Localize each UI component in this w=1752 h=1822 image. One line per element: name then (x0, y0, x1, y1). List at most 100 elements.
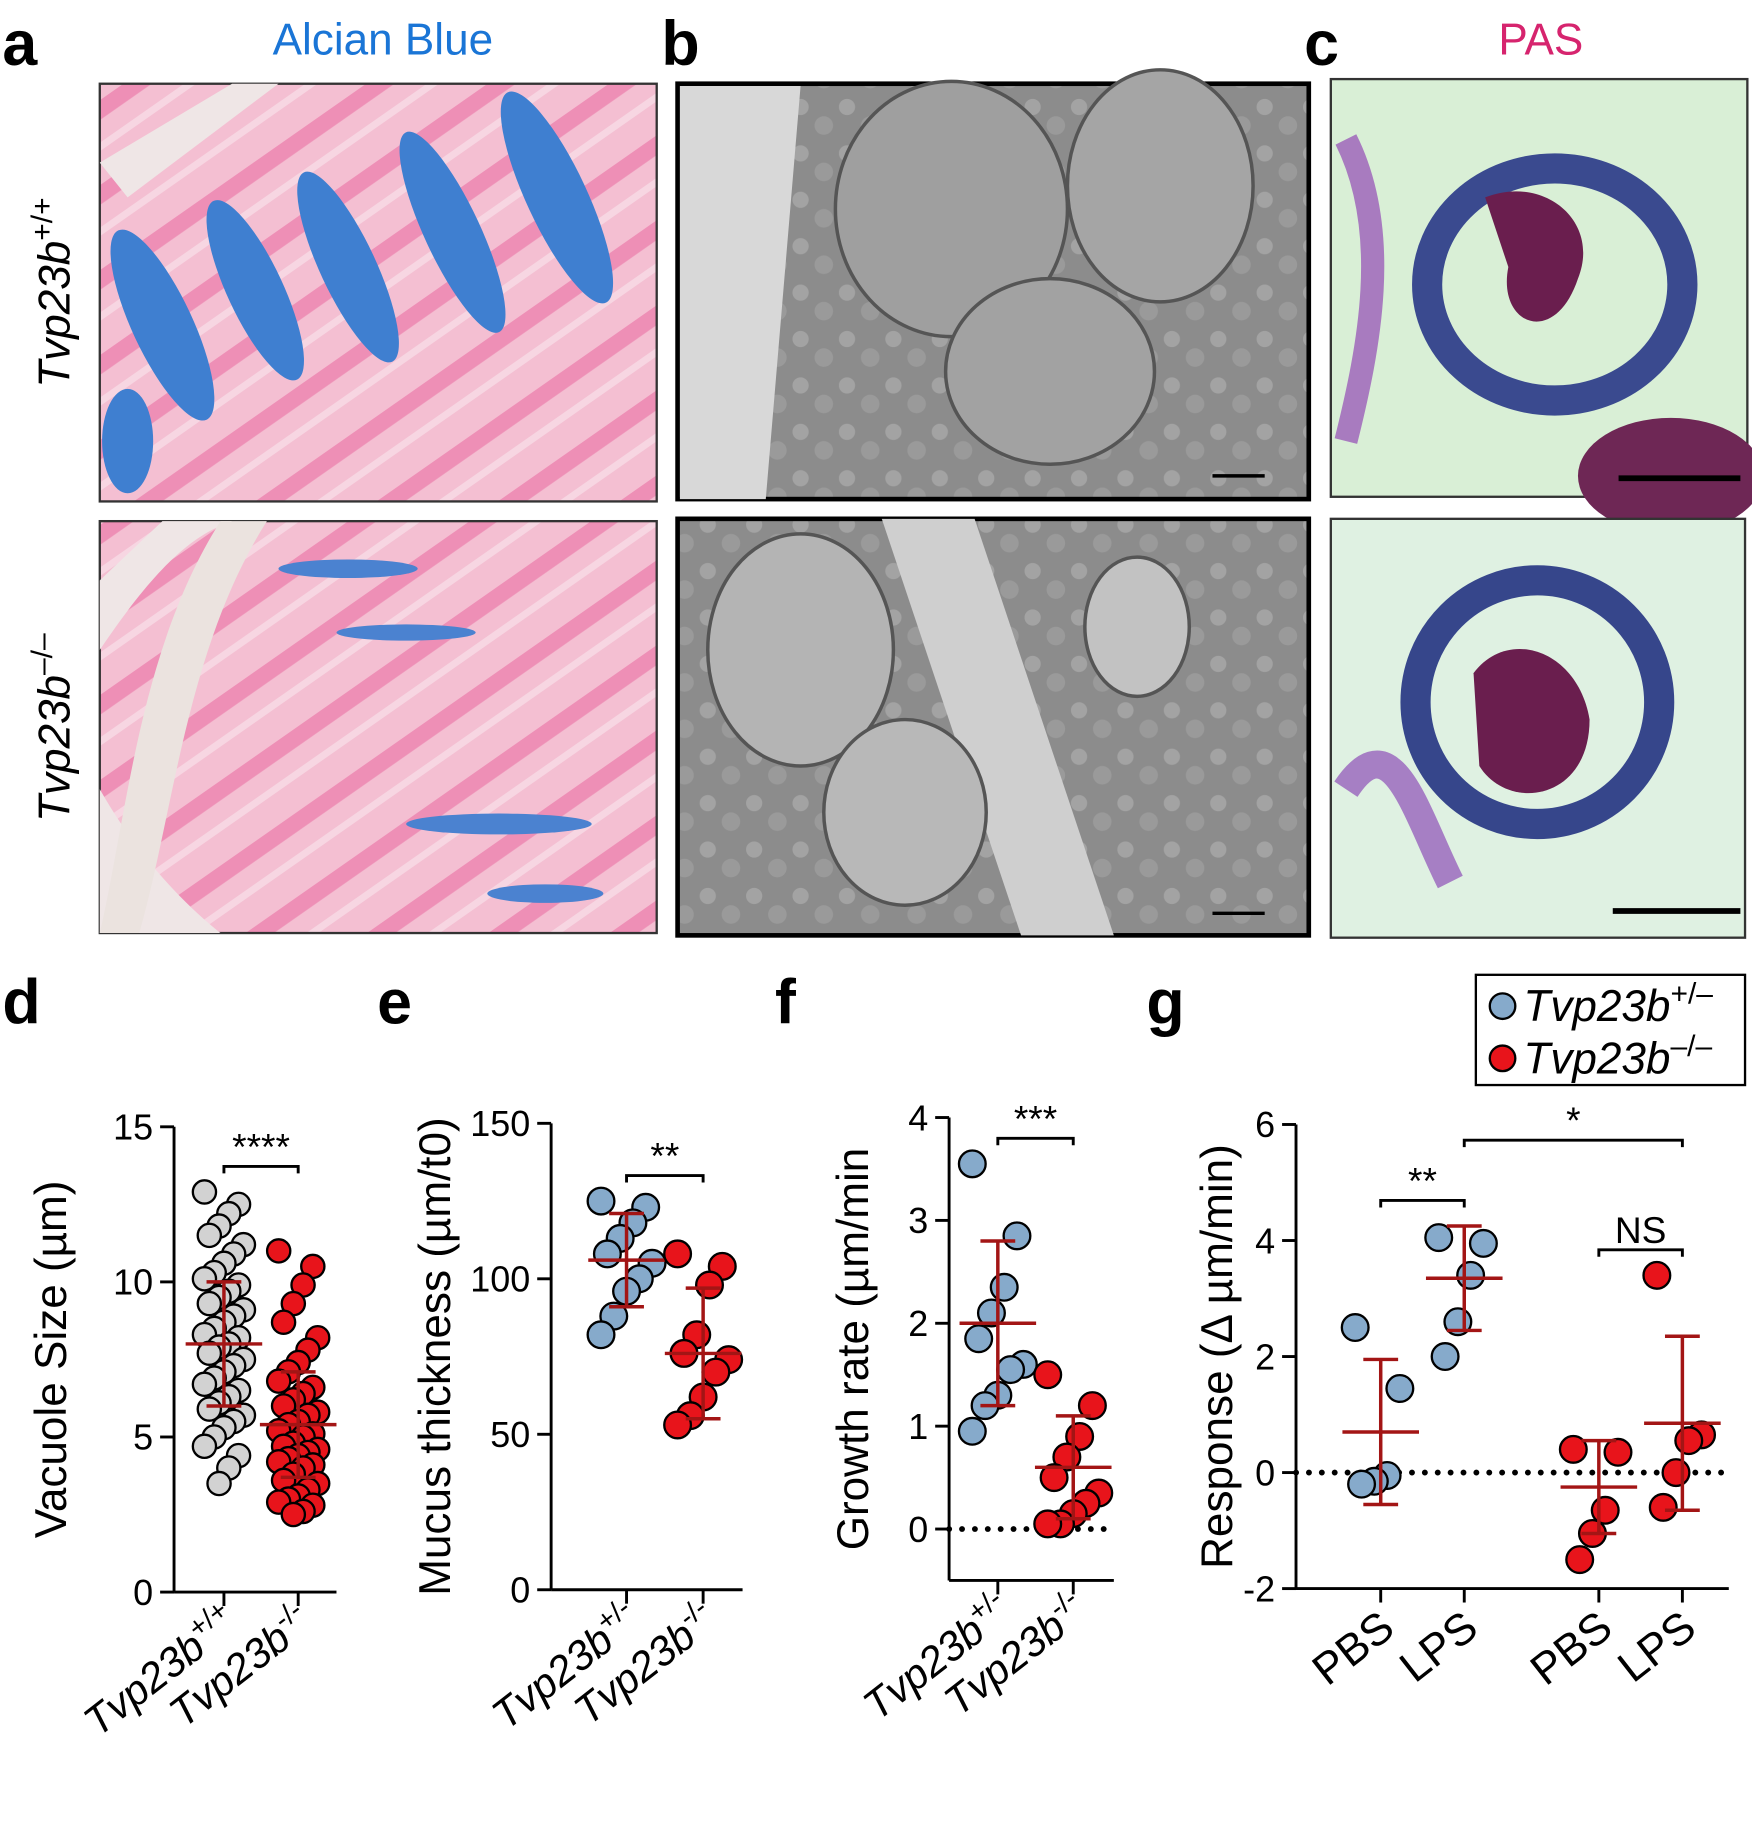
y-tick-label: 50 (490, 1414, 530, 1455)
data-point (1661, 1458, 1691, 1488)
y-tick-label: 0 (510, 1570, 530, 1611)
gene: Tvp23b (1523, 1034, 1670, 1083)
data-point (1424, 1223, 1454, 1253)
label: PBS (1522, 1602, 1622, 1695)
data-point (191, 1266, 218, 1292)
y-tick-label: 15 (113, 1107, 153, 1148)
data-point (1347, 1469, 1377, 1499)
data-point (191, 1179, 218, 1205)
y-tick-label: 1 (908, 1406, 928, 1447)
significance-label: ** (1408, 1160, 1437, 1202)
data-point (191, 1371, 218, 1398)
y-tick-label: 6 (1255, 1104, 1275, 1145)
data-point (701, 1357, 731, 1387)
data-point (957, 1416, 987, 1446)
data-point (1033, 1360, 1063, 1390)
legend-box (1474, 973, 1747, 1087)
y-tick-label: 10 (113, 1262, 153, 1303)
panel-title: PAS (1498, 16, 1583, 65)
significance-bracket (1597, 1248, 1684, 1257)
y-axis-label: Growth rate (µm/min (829, 1148, 878, 1551)
significance-bracket (996, 1136, 1075, 1146)
data-point (1039, 1463, 1069, 1493)
data-point (196, 1340, 223, 1367)
gene: Tvp23b (31, 675, 80, 822)
y-tick-label: 3 (908, 1200, 928, 1241)
y-tick-label: 100 (470, 1259, 530, 1300)
data-point (989, 1272, 1019, 1302)
significance-bracket (625, 1174, 705, 1183)
significance-label: **** (232, 1125, 290, 1167)
y-axis-label: Mucus thickness (µm/t0) (411, 1117, 460, 1596)
data-point (1468, 1228, 1498, 1258)
labels: a b c Alcian Blue PAS (2, 9, 1583, 79)
data-point (196, 1290, 223, 1317)
legend-swatch (1488, 1044, 1517, 1073)
genotype: +/– (1670, 978, 1713, 1011)
data-point (1456, 1260, 1486, 1290)
data-point (964, 1324, 994, 1354)
data-point (1385, 1373, 1415, 1403)
data-point (663, 1239, 693, 1269)
data-point (206, 1470, 232, 1497)
y-tick-label: 0 (908, 1509, 928, 1550)
panel-letter: e (377, 968, 412, 1038)
data-point (586, 1320, 616, 1350)
image-pas-bottom (1329, 517, 1747, 939)
data-point (1340, 1313, 1370, 1343)
label: Tvp23b+/+ (26, 197, 80, 387)
data-point (196, 1222, 223, 1249)
y-tick-label: 0 (1255, 1452, 1275, 1493)
gene: Tvp23b (31, 241, 80, 388)
label: LPS (1391, 1602, 1487, 1692)
label: Tvp23b–/– (26, 633, 80, 822)
significance-bracket (222, 1164, 300, 1174)
data-point (270, 1309, 297, 1335)
significance-bracket (1379, 1199, 1466, 1208)
panel-letter: d (2, 968, 40, 1038)
data-point (663, 1410, 693, 1440)
panel-title: Alcian Blue (273, 16, 494, 65)
data-point (996, 1355, 1026, 1385)
data-point (191, 1433, 218, 1460)
data-point (196, 1396, 223, 1422)
data-point (280, 1501, 307, 1528)
genotype: –/– (26, 633, 59, 675)
significance-label: NS (1615, 1209, 1667, 1251)
y-tick-label: 2 (1255, 1336, 1275, 1377)
image-alcian-bottom (98, 519, 658, 935)
y-tick-label: -2 (1243, 1568, 1275, 1609)
y-tick-label: 0 (133, 1572, 153, 1613)
image-pas-top (1329, 77, 1752, 534)
data-point (1642, 1260, 1672, 1290)
y-tick-label: 150 (470, 1103, 530, 1144)
label: LPS (1609, 1602, 1705, 1692)
data-point (265, 1238, 292, 1264)
significance-bracket (1462, 1138, 1684, 1148)
data-point (1033, 1509, 1063, 1539)
significance-label: *** (1014, 1097, 1057, 1139)
data-point (1002, 1221, 1032, 1251)
image-em-top (675, 68, 1312, 502)
data-point (1603, 1437, 1633, 1467)
panel-letter: a (2, 9, 38, 79)
legend-swatch (1488, 992, 1517, 1021)
panel-letter: f (775, 968, 796, 1038)
data-point (265, 1368, 292, 1394)
data-point (1674, 1426, 1704, 1456)
significance-label: * (1566, 1099, 1580, 1141)
y-axis-label: Vacuole Size (µm) (27, 1181, 76, 1539)
genotype: –/– (1670, 1030, 1712, 1063)
panel-letter: c (1304, 9, 1339, 79)
data-point (592, 1239, 622, 1269)
data-point (694, 1270, 725, 1300)
y-tick-label: 5 (133, 1417, 153, 1458)
data-point (1565, 1545, 1595, 1575)
panel-letter: b (661, 9, 699, 79)
label: Tvp23b+/– (1523, 978, 1713, 1032)
gene: Tvp23b (1523, 982, 1670, 1031)
panel-letter: g (1146, 968, 1184, 1038)
label: Tvp23b–/– (1523, 1030, 1712, 1084)
